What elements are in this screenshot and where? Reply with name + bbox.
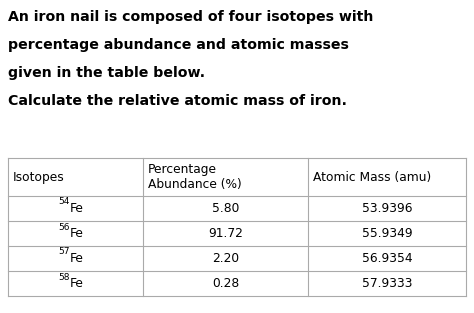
Text: Fe: Fe [70, 277, 83, 290]
Text: given in the table below.: given in the table below. [8, 66, 205, 80]
Text: 57: 57 [58, 248, 70, 256]
Text: Fe: Fe [70, 202, 83, 215]
Text: Atomic Mass (amu): Atomic Mass (amu) [313, 171, 431, 183]
Text: 91.72: 91.72 [208, 227, 243, 240]
Text: 55.9349: 55.9349 [362, 227, 412, 240]
Text: 0.28: 0.28 [212, 277, 239, 290]
Text: 53.9396: 53.9396 [362, 202, 412, 215]
Text: 58: 58 [58, 273, 70, 281]
Text: 57.9333: 57.9333 [362, 277, 412, 290]
Text: Fe: Fe [70, 252, 83, 265]
Text: 56.9354: 56.9354 [362, 252, 412, 265]
Text: Calculate the relative atomic mass of iron.: Calculate the relative atomic mass of ir… [8, 94, 347, 108]
Text: 54: 54 [58, 198, 70, 207]
Text: 5.80: 5.80 [212, 202, 239, 215]
Text: 2.20: 2.20 [212, 252, 239, 265]
Text: percentage abundance and atomic masses: percentage abundance and atomic masses [8, 38, 349, 52]
Text: Percentage
Abundance (%): Percentage Abundance (%) [148, 163, 242, 191]
Text: 56: 56 [58, 223, 70, 232]
Text: Isotopes: Isotopes [13, 171, 65, 183]
Text: An iron nail is composed of four isotopes with: An iron nail is composed of four isotope… [8, 10, 374, 24]
Text: Fe: Fe [70, 227, 83, 240]
